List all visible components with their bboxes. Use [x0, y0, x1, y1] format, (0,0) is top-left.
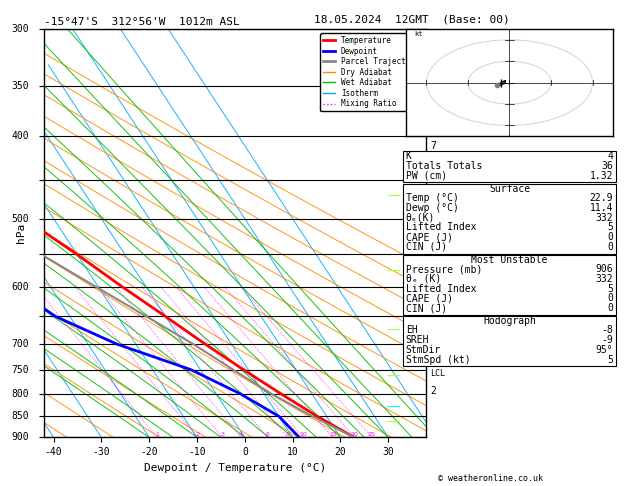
- Text: —: —: [386, 190, 400, 204]
- Text: 1.32: 1.32: [590, 171, 613, 181]
- Text: StmDir: StmDir: [406, 345, 441, 355]
- Text: 1: 1: [155, 433, 159, 437]
- Text: CIN (J): CIN (J): [406, 303, 447, 313]
- Legend: Temperature, Dewpoint, Parcel Trajectory, Dry Adiabat, Wet Adiabat, Isotherm, Mi: Temperature, Dewpoint, Parcel Trajectory…: [320, 33, 423, 111]
- Text: Temp (°C): Temp (°C): [406, 193, 459, 203]
- Text: Totals Totals: Totals Totals: [406, 161, 482, 171]
- Text: K: K: [406, 152, 411, 161]
- Text: Hodograph: Hodograph: [483, 316, 536, 326]
- Text: 11.4: 11.4: [590, 203, 613, 213]
- Text: 15: 15: [329, 433, 337, 437]
- Text: 500: 500: [11, 214, 29, 224]
- Text: -8: -8: [601, 326, 613, 335]
- Text: 2: 2: [430, 386, 436, 396]
- Text: 8: 8: [430, 89, 436, 99]
- Text: —: —: [386, 324, 400, 337]
- Text: 5: 5: [608, 223, 613, 232]
- Text: 6: 6: [266, 433, 270, 437]
- Text: 600: 600: [11, 282, 29, 292]
- Text: PW (cm): PW (cm): [406, 171, 447, 181]
- Text: 400: 400: [11, 131, 29, 141]
- Text: 10: 10: [299, 433, 307, 437]
- Text: 7: 7: [430, 141, 436, 151]
- Text: 906: 906: [596, 264, 613, 274]
- Text: 8: 8: [286, 433, 289, 437]
- Text: —: —: [386, 416, 400, 430]
- Text: θₑ (K): θₑ (K): [406, 274, 441, 284]
- Text: 332: 332: [596, 213, 613, 223]
- X-axis label: Dewpoint / Temperature (°C): Dewpoint / Temperature (°C): [144, 463, 326, 473]
- Text: 0: 0: [608, 232, 613, 242]
- Text: Dewp (°C): Dewp (°C): [406, 203, 459, 213]
- Text: EH: EH: [406, 326, 418, 335]
- Text: 5: 5: [608, 284, 613, 294]
- Text: 0: 0: [608, 242, 613, 252]
- Text: 18.05.2024  12GMT  (Base: 00): 18.05.2024 12GMT (Base: 00): [314, 15, 510, 25]
- Text: 4: 4: [430, 292, 436, 301]
- Text: CAPE (J): CAPE (J): [406, 232, 453, 242]
- Text: Most Unstable: Most Unstable: [471, 255, 548, 264]
- Text: -15°47'S  312°56'W  1012m ASL: -15°47'S 312°56'W 1012m ASL: [44, 17, 240, 27]
- Text: 0: 0: [608, 294, 613, 303]
- Text: StmSpd (kt): StmSpd (kt): [406, 355, 470, 364]
- Text: 332: 332: [596, 274, 613, 284]
- Text: 6: 6: [430, 192, 436, 203]
- Text: 900: 900: [11, 433, 29, 442]
- Text: 2: 2: [196, 433, 199, 437]
- Text: 4: 4: [239, 433, 243, 437]
- Text: 22.9: 22.9: [590, 193, 613, 203]
- Text: km
ASL: km ASL: [448, 223, 466, 244]
- Text: 350: 350: [11, 82, 29, 91]
- Text: 3: 3: [220, 433, 225, 437]
- Text: —: —: [386, 265, 400, 279]
- Text: 3: 3: [430, 340, 436, 349]
- Text: 4: 4: [608, 152, 613, 161]
- Text: © weatheronline.co.uk: © weatheronline.co.uk: [438, 474, 543, 483]
- Text: SREH: SREH: [406, 335, 429, 345]
- Text: LCL: LCL: [430, 368, 445, 378]
- Text: CIN (J): CIN (J): [406, 242, 447, 252]
- Text: θₑ(K): θₑ(K): [406, 213, 435, 223]
- Text: 36: 36: [601, 161, 613, 171]
- Text: 0: 0: [608, 303, 613, 313]
- Text: -9: -9: [601, 335, 613, 345]
- Text: Lifted Index: Lifted Index: [406, 223, 476, 232]
- Text: 300: 300: [11, 24, 29, 34]
- Text: 20: 20: [351, 433, 359, 437]
- Text: —: —: [386, 401, 400, 415]
- Text: 800: 800: [11, 389, 29, 399]
- Text: kt: kt: [414, 31, 423, 36]
- Text: 700: 700: [11, 339, 29, 349]
- Text: Lifted Index: Lifted Index: [406, 284, 476, 294]
- Text: 95°: 95°: [596, 345, 613, 355]
- Text: CAPE (J): CAPE (J): [406, 294, 453, 303]
- Text: 5: 5: [430, 243, 436, 253]
- Text: 750: 750: [11, 364, 29, 375]
- Text: Surface: Surface: [489, 184, 530, 193]
- Text: Pressure (mb): Pressure (mb): [406, 264, 482, 274]
- Text: hPa: hPa: [16, 223, 26, 243]
- Text: —: —: [386, 370, 400, 383]
- Text: 25: 25: [368, 433, 376, 437]
- Text: 5: 5: [608, 355, 613, 364]
- Text: 850: 850: [11, 411, 29, 421]
